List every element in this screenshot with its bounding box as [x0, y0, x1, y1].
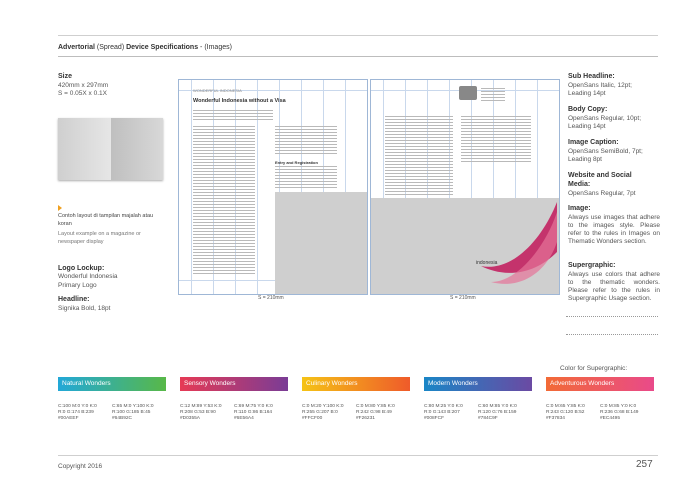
swatch-bar: Culinary Wonders — [302, 377, 410, 391]
mock-badge-image — [459, 86, 477, 100]
image-caption-value-2: Leading 8pt — [568, 156, 602, 163]
headline-label: Headline: — [58, 296, 90, 303]
spread-left-page: WONDERFUL INDONESIA Wonderful Indonesia … — [178, 79, 368, 295]
dotted-rule-2 — [566, 334, 658, 335]
logo-label: Logo Lockup: — [58, 265, 105, 272]
swatch-color-spec: C:0 M:20 Y:100 K:0 R:255 G:207 B:0 #FFCF00 — [302, 404, 344, 421]
caption-indonesian: Contoh layout di tampilan majalah atau k… — [58, 213, 154, 227]
subheadline-label: Sub Headline: — [568, 73, 615, 80]
logo-value-2: Primary Logo — [58, 282, 97, 289]
mock-article-heading: Wonderful Indonesia without a Visa — [193, 98, 286, 104]
size-value-2: S = 0.05X x 0.1X — [58, 90, 107, 97]
image-rule-text: Always use images that adhere to the ima… — [568, 214, 660, 245]
swatch-color-spec: C:69 M:75 Y:0 K:0 R:110 G:86 B:164 #6E56A4 — [234, 404, 273, 421]
page-title: Advertorial (Spread) Device Specificatio… — [58, 44, 232, 51]
footer-rule — [58, 455, 658, 456]
page-number: 257 — [636, 459, 653, 470]
swatch-color-spec: C:100 M:0 Y:0 K:0 R:0 G:174 B:239 #00AEEF — [58, 404, 97, 421]
body-label: Body Copy: — [568, 106, 608, 113]
left-page-image-area — [275, 192, 367, 294]
swatch-color-spec: C:12 M:89 Y:53 K:0 R:208 G:53 B:90 #D0355A — [180, 404, 222, 421]
supergraphic-rule-text: Always use colors that adhere to the the… — [568, 271, 660, 302]
logo-value-1: Wonderful Indonesia — [58, 273, 118, 280]
body-value-1: OpenSans Regular, 10pt; — [568, 115, 641, 122]
supergraphic-label: Supergraphic: — [568, 262, 616, 269]
swatch-color-spec: C:65 M:0 Y:100 K:0 R:100 G:185 B:45 #64B92… — [112, 404, 154, 421]
swatch-bar: Modern Wonders — [424, 377, 532, 391]
swatch-color-spec: C:0 M:80 Y:85 K:0 R:242 G:98 B:49 #F26231 — [356, 404, 395, 421]
web-value: OpenSans Regular, 7pt — [568, 190, 636, 197]
copyright: Copyright 2016 — [58, 463, 103, 470]
title-rule — [58, 56, 658, 57]
swatch-bar: Adventurous Wonders — [546, 377, 654, 391]
swatch-bar: Natural Wonders — [58, 377, 166, 391]
top-rule — [58, 35, 658, 36]
caption-arrow-icon — [58, 205, 62, 211]
swatch-color-spec: C:60 M:85 Y:0 K:0 R:120 G:76 B:159 #784C9F — [478, 404, 517, 421]
image-label: Image: — [568, 205, 591, 212]
swatch-color-spec: C:80 M:25 Y:0 K:0 R:0 G:143 B:207 #008FCF — [424, 404, 463, 421]
swatch-color-spec: C:0 M:65 Y:85 K:0 R:243 G:120 B:52 #F37834 — [546, 404, 585, 421]
body-value-2: Leading 14pt — [568, 123, 606, 130]
swatch-bar: Sensory Wonders — [180, 377, 288, 391]
caption-english: Layout example on a magazine or newspape… — [58, 231, 141, 245]
image-caption-value-1: OpenSans SemiBold, 7pt; — [568, 148, 643, 155]
image-caption-label: Image Caption: — [568, 139, 619, 146]
subheadline-value-1: OpenSans Italic, 12pt; — [568, 82, 632, 89]
headline-value: Signika Bold, 18pt — [58, 305, 111, 312]
mock-logo: indonesia — [476, 260, 498, 266]
left-width-label: S = 210mm — [258, 295, 284, 301]
swatch-color-spec: C:0 M:85 Y:0 K:0 R:236 G:68 B:149 #EC4495 — [600, 404, 639, 421]
supergraphic-swoosh — [481, 202, 557, 284]
spread-right-page: indonesia — [370, 79, 560, 295]
subheadline-value-2: Leading 14pt — [568, 90, 606, 97]
spread-layout: WONDERFUL INDONESIA Wonderful Indonesia … — [178, 79, 560, 301]
size-value-1: 420mm x 297mm — [58, 82, 109, 89]
dotted-rule-1 — [566, 316, 658, 317]
size-label: Size — [58, 73, 73, 80]
web-label-1: Website and Social — [568, 172, 632, 179]
colors-title: Color for Supergraphic: — [560, 365, 628, 372]
magazine-mockup-image — [58, 118, 163, 180]
right-width-label: S = 210mm — [450, 295, 476, 301]
web-label-2: Media: — [568, 181, 591, 188]
